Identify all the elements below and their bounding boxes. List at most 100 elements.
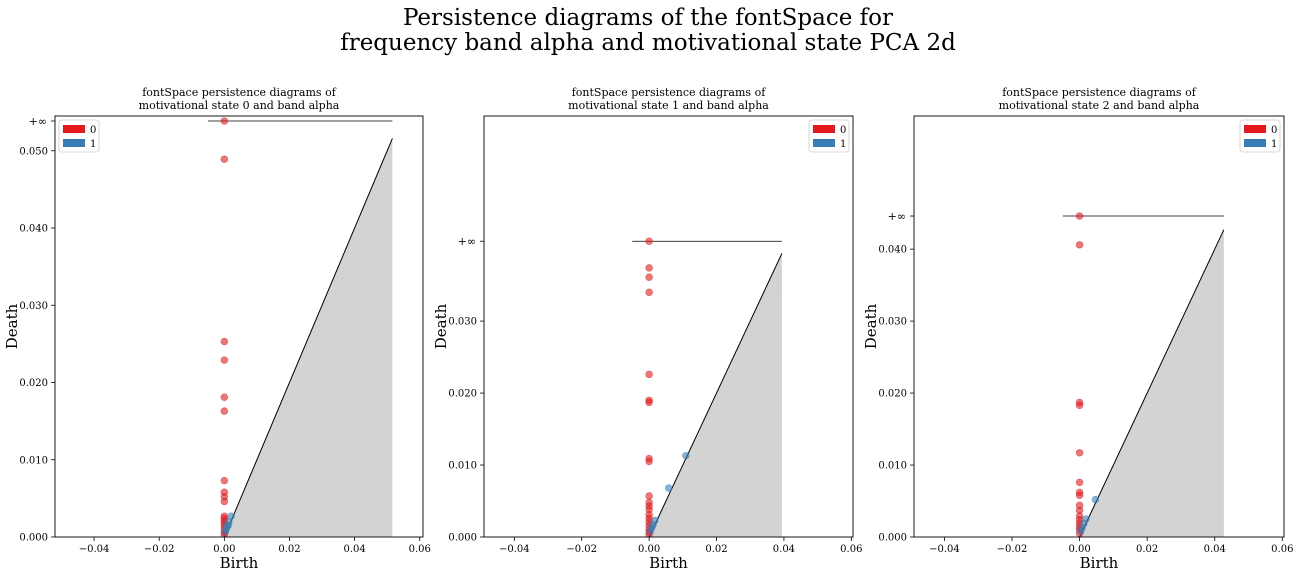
data-point-h0 — [645, 264, 653, 272]
x-tick-label: 0.00 — [213, 544, 235, 555]
x-tick-label: −0.04 — [929, 544, 960, 555]
data-point-h0 — [220, 393, 229, 401]
plot-area-2 — [1062, 212, 1225, 537]
legend-swatch-h1 — [63, 139, 85, 147]
data-point-h0 — [645, 237, 653, 245]
subplot-2: −0.04 −0.02 0.00 0.02 0.04 0.06 0.000 0.010 0.02… — [862, 86, 1293, 572]
y-tick-label: 0.030 — [19, 301, 48, 312]
x-tick-label: −0.02 — [144, 544, 175, 555]
x-tick-label: 0.06 — [840, 544, 862, 555]
legend-swatch-h1 — [1244, 139, 1266, 147]
data-point-h1 — [682, 451, 690, 460]
infinity-tick-label: +∞ — [458, 235, 476, 248]
y-tick-label: 0.010 — [448, 461, 477, 472]
diagonal-line — [1079, 229, 1225, 537]
legend-swatch-h0 — [813, 125, 835, 133]
subplot-title-line-1: fontSpace persistence diagrams of — [572, 86, 766, 99]
y-tick-label: 0.030 — [878, 317, 907, 328]
y-tick-label: 0.000 — [878, 533, 907, 544]
y-tick-label: 0.040 — [878, 245, 907, 256]
plot-area-1 — [632, 237, 783, 537]
data-point-h1 — [221, 527, 230, 536]
axes-frame — [54, 115, 424, 538]
x-tick-label: 0.06 — [409, 544, 431, 555]
data-point-h0 — [1075, 212, 1084, 220]
subplot-title-line-2: motivational state 1 and band alpha — [568, 99, 769, 112]
legend: 01 — [808, 119, 850, 153]
data-point-h0 — [220, 497, 229, 506]
data-point-h0 — [645, 492, 653, 500]
x-tick-label: 0.02 — [705, 544, 727, 555]
x-axis-label: Birth — [649, 554, 688, 572]
y-axis-label: Death — [3, 303, 21, 349]
subplot-0: −0.04 −0.02 0.00 0.02 0.04 0.06 0.000 0.010 0.02… — [3, 86, 431, 572]
legend-label: 0 — [1271, 125, 1277, 136]
y-tick-label: 0.030 — [448, 317, 477, 328]
y-tick-label: 0.000 — [19, 533, 48, 544]
x-tick-label: 0.00 — [638, 544, 660, 555]
legend-swatch-h0 — [1244, 125, 1266, 133]
y-tick-label: 0.040 — [19, 224, 48, 235]
legend-label: 1 — [1271, 139, 1277, 150]
x-tick-label: 0.02 — [278, 544, 300, 555]
data-point-h0 — [1075, 491, 1084, 499]
data-point-h0 — [1075, 449, 1084, 457]
data-point-h0 — [645, 398, 653, 407]
subplot-title-line-2: motivational state 2 and band alpha — [999, 99, 1200, 112]
legend: 01 — [1239, 119, 1281, 153]
x-tick-label: 0.00 — [1068, 544, 1090, 555]
subplot-title-line-1: fontSpace persistence diagrams of — [1002, 86, 1196, 99]
x-tick-label: 0.02 — [1136, 544, 1158, 555]
legend-label: 1 — [90, 139, 96, 150]
data-point-h0 — [220, 356, 229, 364]
x-tick-label: 0.04 — [1204, 544, 1226, 555]
data-point-h1 — [1091, 495, 1100, 504]
data-point-h0 — [1075, 241, 1084, 249]
subplot-1: −0.04 −0.02 0.00 0.02 0.04 0.06 0.000 0.010 0.02… — [432, 86, 862, 572]
y-tick-label: 0.050 — [19, 146, 48, 157]
x-axis-label: Birth — [1080, 554, 1119, 572]
legend-label: 0 — [90, 125, 96, 136]
x-tick-label: −0.04 — [499, 544, 530, 555]
y-axis-label: Death — [862, 303, 880, 349]
infinity-tick-label: +∞ — [29, 115, 47, 128]
figure-title-line-2: frequency band alpha and motivational st… — [340, 30, 956, 56]
data-point-h1 — [646, 527, 655, 535]
subplot-title-line-1: fontSpace persistence diagrams of — [142, 86, 336, 99]
data-point-h0 — [645, 457, 653, 466]
x-tick-label: −0.02 — [997, 544, 1028, 555]
data-point-h0 — [645, 370, 653, 379]
data-point-h0 — [220, 476, 229, 485]
x-tick-label: 0.04 — [343, 544, 365, 555]
figure-title: Persistence diagrams of the fontSpace fo… — [0, 6, 1296, 56]
data-point-h1 — [1077, 527, 1085, 535]
diagonal-line — [223, 138, 393, 537]
legend-label: 1 — [840, 139, 846, 150]
x-tick-label: 0.06 — [1271, 544, 1293, 555]
y-tick-label: 0.020 — [19, 378, 48, 389]
legend-swatch-h0 — [63, 125, 85, 133]
y-tick-label: 0.020 — [878, 389, 907, 400]
infinity-tick-label: +∞ — [888, 210, 906, 223]
axes-frame — [913, 115, 1285, 538]
x-axis-label: Birth — [220, 554, 259, 572]
legend-swatch-h1 — [813, 139, 835, 147]
data-point-h0 — [645, 288, 653, 297]
y-tick-label: 0.010 — [19, 455, 48, 466]
data-point-h0 — [220, 117, 229, 125]
legend-label: 0 — [840, 125, 846, 136]
axes-frame — [483, 115, 854, 538]
data-point-h0 — [220, 155, 229, 163]
y-tick-label: 0.000 — [448, 533, 477, 544]
data-point-h0 — [1075, 401, 1084, 410]
data-point-h0 — [220, 337, 229, 346]
diagonal-region — [224, 138, 393, 537]
data-point-h1 — [664, 484, 673, 492]
y-tick-label: 0.020 — [448, 389, 477, 400]
figure-title-line-1: Persistence diagrams of the fontSpace fo… — [402, 5, 894, 31]
x-tick-label: −0.04 — [79, 544, 110, 555]
legend: 01 — [58, 119, 100, 153]
subplot-title-line-2: motivational state 0 and band alpha — [139, 99, 340, 112]
data-point-h0 — [220, 407, 229, 415]
